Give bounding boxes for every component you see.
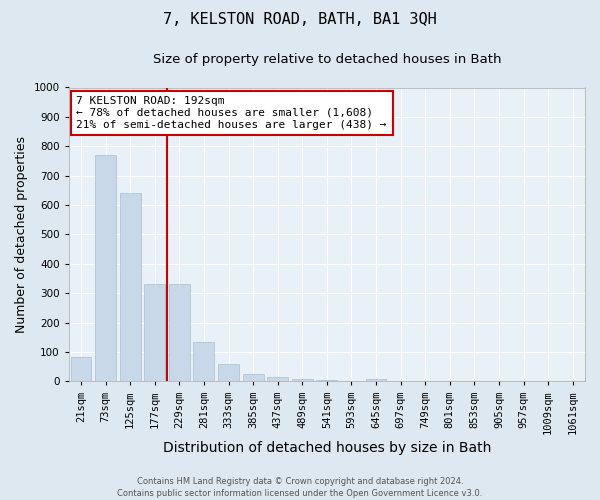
- Bar: [292, 379, 313, 382]
- Bar: [218, 364, 239, 382]
- Bar: [169, 284, 190, 382]
- Bar: [120, 194, 140, 382]
- Bar: [316, 380, 337, 382]
- Title: Size of property relative to detached houses in Bath: Size of property relative to detached ho…: [152, 52, 501, 66]
- Bar: [267, 377, 288, 382]
- Bar: [71, 357, 91, 382]
- Bar: [145, 284, 165, 382]
- Bar: [365, 379, 386, 382]
- Bar: [242, 374, 263, 382]
- Bar: [95, 155, 116, 382]
- Text: Contains HM Land Registry data © Crown copyright and database right 2024.
Contai: Contains HM Land Registry data © Crown c…: [118, 476, 482, 498]
- Text: 7, KELSTON ROAD, BATH, BA1 3QH: 7, KELSTON ROAD, BATH, BA1 3QH: [163, 12, 437, 28]
- Y-axis label: Number of detached properties: Number of detached properties: [15, 136, 28, 333]
- Bar: [193, 342, 214, 382]
- Text: 7 KELSTON ROAD: 192sqm
← 78% of detached houses are smaller (1,608)
21% of semi-: 7 KELSTON ROAD: 192sqm ← 78% of detached…: [76, 96, 387, 130]
- X-axis label: Distribution of detached houses by size in Bath: Distribution of detached houses by size …: [163, 441, 491, 455]
